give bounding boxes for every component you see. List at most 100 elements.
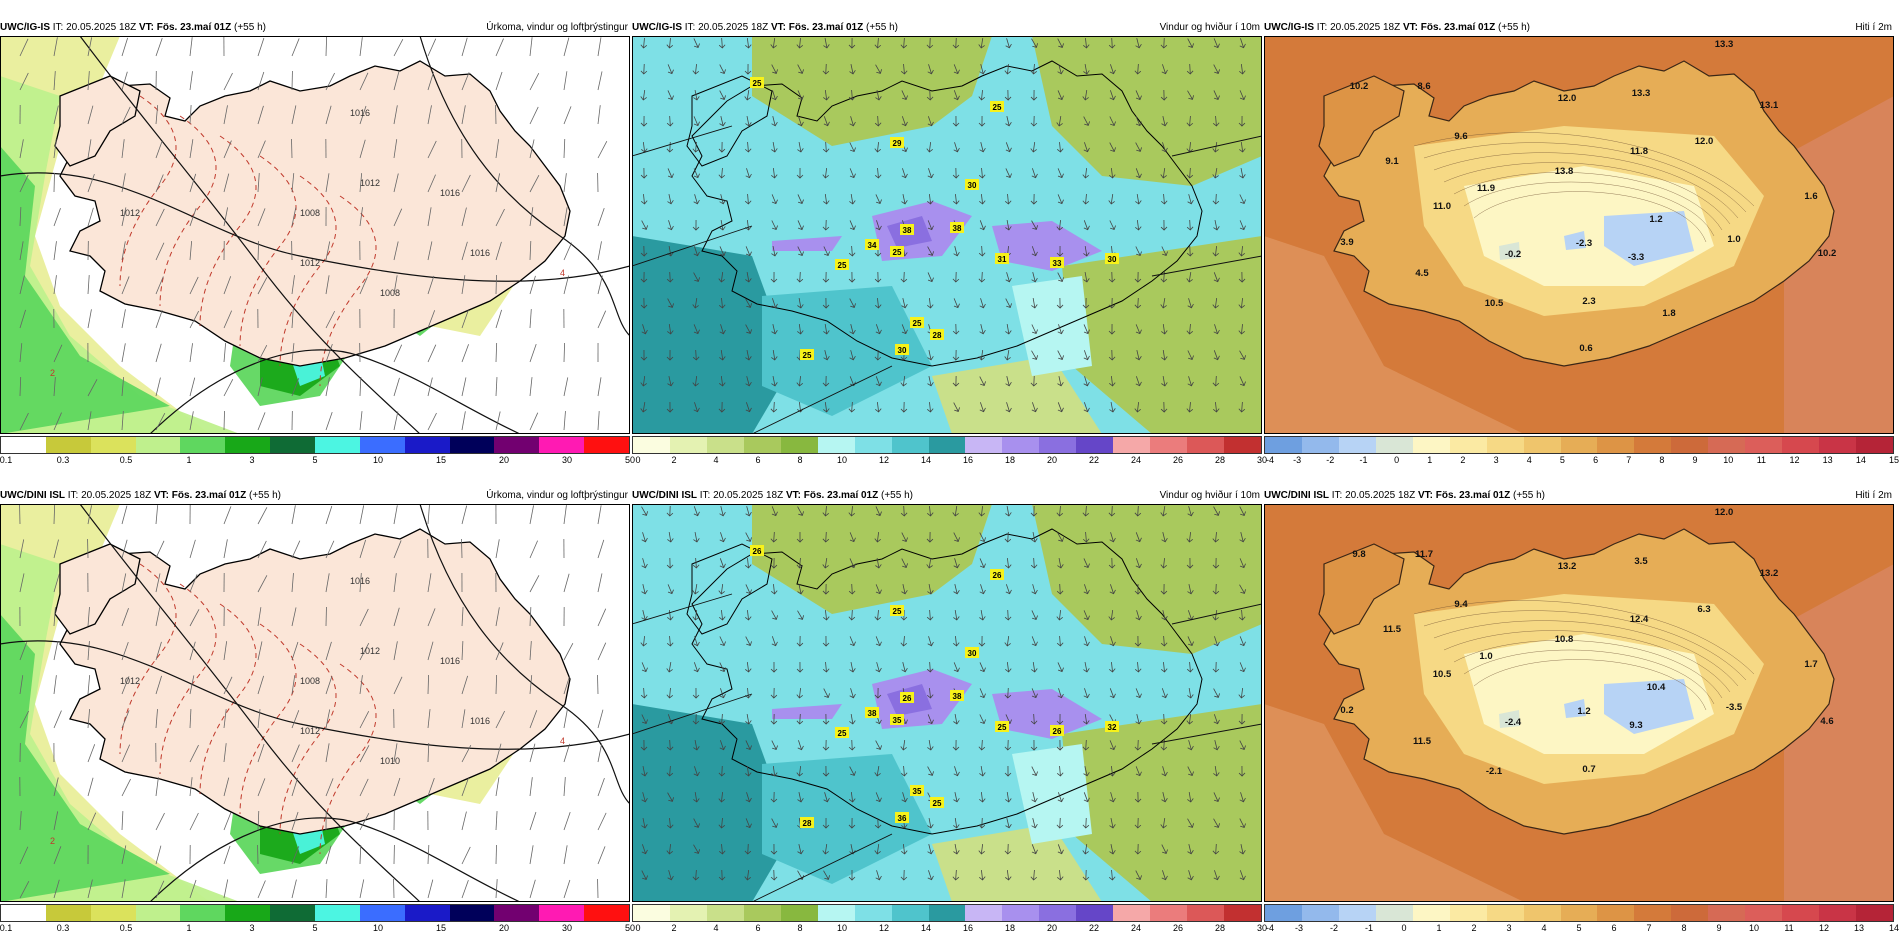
- colorbar-swatch: [225, 905, 271, 921]
- colorbar-swatch: [1745, 905, 1783, 921]
- colorbar-swatch: [584, 905, 630, 921]
- colorbar-swatch: [1150, 905, 1188, 921]
- temperature-label: 0.7: [1582, 764, 1595, 775]
- colorbar-tick-label: 9: [1716, 923, 1722, 933]
- colorbar-tick-label: 12: [878, 923, 890, 933]
- temperature-label: -2.1: [1486, 766, 1503, 777]
- temperature-label: 11.9: [1477, 183, 1495, 194]
- colorbar-swatch: [270, 905, 316, 921]
- map-panel-dini-wind: UWC/DINI ISL IT: 20.05.2025 18Z VT: Fös.…: [632, 488, 1267, 948]
- isobar-0: [0, 640, 630, 750]
- colorbar-swatch: [1, 437, 46, 453]
- gust-label: 25: [998, 723, 1007, 732]
- colorbar-tick-label: 15: [1888, 455, 1900, 465]
- colorbar-swatch: [449, 905, 495, 921]
- colorbar-swatch: [404, 905, 450, 921]
- gust-label: 26: [903, 694, 912, 703]
- gust-label: 25: [838, 261, 847, 270]
- colorbar-tick-label: 2: [1471, 923, 1477, 933]
- colorbar-swatch: [1560, 437, 1598, 453]
- colorbar-tick-label: 11: [1756, 455, 1767, 465]
- colorbar-tick-label: 22: [1088, 923, 1100, 933]
- colorbar-tick-label: 30: [561, 923, 573, 933]
- colorbar-swatch: [1265, 905, 1302, 921]
- colorbar-tick-label: 30: [561, 455, 573, 465]
- temperature-label: 13.3: [1632, 88, 1651, 99]
- colorbar-swatch: [780, 437, 818, 453]
- colorbar-swatch: [1002, 437, 1040, 453]
- map-panel-dini-precip: UWC/DINI ISL IT: 20.05.2025 18Z VT: Fös.…: [0, 488, 635, 948]
- gust-label: 28: [803, 819, 812, 828]
- weather-map: 1016 1016 1012 1012 1008 1008 1012 1016 4 2: [0, 36, 630, 434]
- colorbar-tick-label: 30: [1256, 455, 1268, 465]
- temperature-label: 9.4: [1454, 599, 1468, 610]
- colorbar-tick-label: 1: [1427, 455, 1433, 465]
- colorbar-tick-label: 18: [1004, 923, 1016, 933]
- it-label: IT:: [684, 22, 696, 33]
- colorbar-swatch: [135, 437, 181, 453]
- map-label: 2: [50, 368, 55, 378]
- panel-model: UWC/DINI ISL: [1264, 490, 1329, 501]
- colorbar-tick-label: 18: [1004, 455, 1016, 465]
- colorbar-swatch: [780, 905, 818, 921]
- colorbar-swatch: [1076, 905, 1114, 921]
- map-label: 1012: [120, 676, 140, 686]
- colorbar-tick-label: 0: [1401, 923, 1407, 933]
- colorbar-swatch: [817, 905, 855, 921]
- colorbar-tick-label: 6: [1593, 455, 1599, 465]
- isobar-2: [419, 36, 630, 337]
- colorbar-tick-label: 5: [312, 455, 318, 465]
- colorbar-swatch: [1634, 905, 1672, 921]
- it-value: 20.05.2025 18Z: [1330, 22, 1401, 33]
- colorbar-swatch: [1449, 905, 1487, 921]
- gust-label: 38: [953, 692, 962, 701]
- colorbar-swatch: [706, 437, 744, 453]
- colorbar-swatch: [225, 437, 271, 453]
- colorbar-tick-label: 14: [1855, 455, 1866, 465]
- temperature-label: 10.2: [1818, 248, 1837, 259]
- panel-title: Hiti í 2m: [1855, 490, 1892, 501]
- colorbar-swatch: [404, 437, 450, 453]
- colorbar-tick-label: 5: [1576, 923, 1582, 933]
- colorbar-swatch: [45, 437, 91, 453]
- colorbar-tick-label: 6: [1611, 923, 1617, 933]
- colorbar-swatch: [1819, 905, 1856, 921]
- gust-label: 26: [1053, 727, 1062, 736]
- weather-map: 12.0 9.8 11.7 13.2 3.5 13.2 9.4 11.5 12.4 6.3 10.8…: [1264, 504, 1894, 902]
- colorbar-swatch: [928, 905, 966, 921]
- colorbar-tick-label: 9: [1692, 455, 1698, 465]
- map-label: 1016: [470, 716, 490, 726]
- colorbar-swatch: [1708, 905, 1746, 921]
- colorbar-swatch: [1002, 905, 1040, 921]
- colorbar-swatch: [1224, 437, 1261, 453]
- gust-label: 25: [753, 79, 762, 88]
- gust-label: 26: [993, 571, 1002, 580]
- gust-label: 29: [893, 139, 902, 148]
- map-label: 1008: [300, 676, 320, 686]
- colorbar-tick-label: 4: [1541, 923, 1547, 933]
- colorbar-tick-label: 20: [498, 923, 510, 933]
- colorbar-tick-label: 26: [1172, 923, 1184, 933]
- gust-label: 25: [893, 607, 902, 616]
- weather-map: 1016 1016 1012 1012 1010 1008 1012 1016 4 2: [0, 504, 630, 902]
- colorbar-swatch: [359, 437, 405, 453]
- colorbar-tick-label: 0.5: [119, 455, 133, 465]
- temperature-label: 0.2: [1340, 705, 1353, 716]
- temperature-label: 11.5: [1413, 736, 1432, 747]
- colorbar-tick-label: 16: [962, 455, 974, 465]
- temperature-label: 3.9: [1340, 237, 1353, 248]
- it-value: 20.05.2025 18Z: [698, 22, 769, 33]
- colorbar-swatch: [180, 905, 226, 921]
- colorbar-swatch: [584, 437, 630, 453]
- colorbar-tick-label: 10: [372, 923, 384, 933]
- iceland-coastline: [59, 60, 571, 367]
- gust-label: 25: [838, 729, 847, 738]
- colorbar-swatch: [90, 905, 136, 921]
- colorbar-swatch: [891, 437, 929, 453]
- gust-label: 32: [1108, 723, 1117, 732]
- colorbar: -4 -3 -2 -1 0 1 2 3 4 5 6 7 8 9 10 11 12 13 14: [1264, 904, 1899, 940]
- colorbar-swatch: [449, 437, 495, 453]
- colorbar-tick-label: 28: [1214, 923, 1226, 933]
- colorbar-tick-label: 0.5: [119, 923, 133, 933]
- temperature-label: 9.3: [1629, 720, 1642, 731]
